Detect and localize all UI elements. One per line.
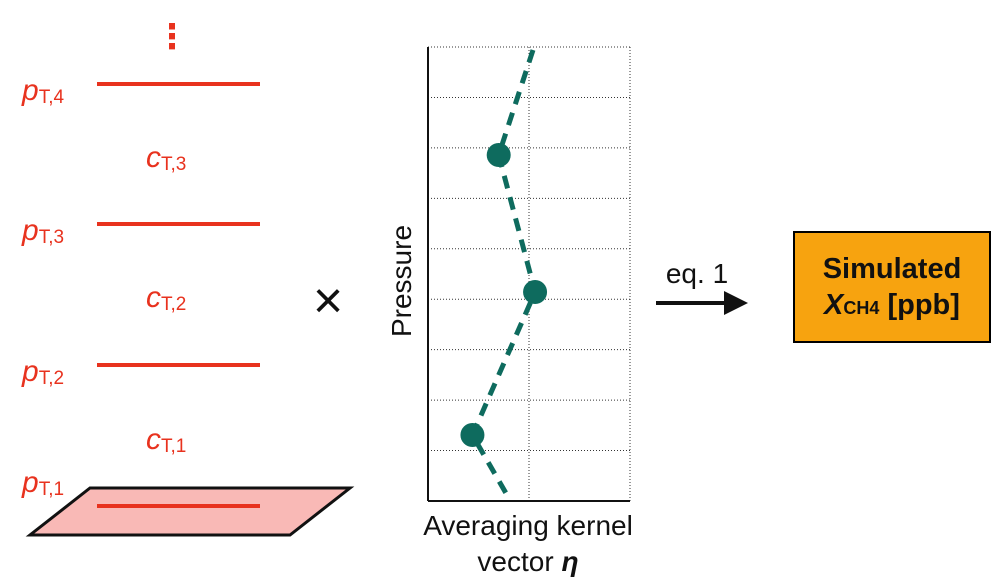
surface-plane — [25, 486, 355, 537]
plot-grid — [428, 46, 631, 501]
plot-xlabel-line1: Averaging kernel — [423, 510, 633, 541]
arrow-head-icon — [724, 291, 748, 315]
plot-ylabel: Pressure — [386, 225, 417, 337]
concentration-label-3: cT,3 — [146, 141, 186, 175]
level-label-4: pT,4 — [21, 74, 64, 108]
kernel-point — [523, 280, 548, 304]
concentration-label-2: cT,2 — [146, 281, 186, 315]
output-unit: [ppb] — [887, 289, 960, 321]
level-label-1: pT,1 — [21, 466, 64, 500]
kernel-point — [460, 423, 485, 447]
multiply-operator: × — [313, 272, 343, 330]
output-line1: Simulated — [822, 252, 962, 285]
level-label-3: pT,3 — [21, 214, 64, 248]
output-symbol-sub: CH4 — [843, 298, 880, 318]
concentration-label-1: cT,1 — [146, 423, 186, 457]
vertical-ellipsis: ⋮ — [155, 18, 189, 56]
level-label-2: pT,2 — [21, 355, 64, 389]
plot-xlabel-line2: vector η — [477, 546, 578, 577]
arrow-label: eq. 1 — [666, 258, 728, 289]
simulated-xch4-box: Simulated XCH4 [ppb] — [793, 231, 991, 343]
output-symbol: X — [824, 289, 844, 321]
kernel-points — [460, 143, 548, 447]
output-line2: XCH4 [ppb] — [824, 287, 960, 323]
kernel-point — [486, 143, 511, 167]
